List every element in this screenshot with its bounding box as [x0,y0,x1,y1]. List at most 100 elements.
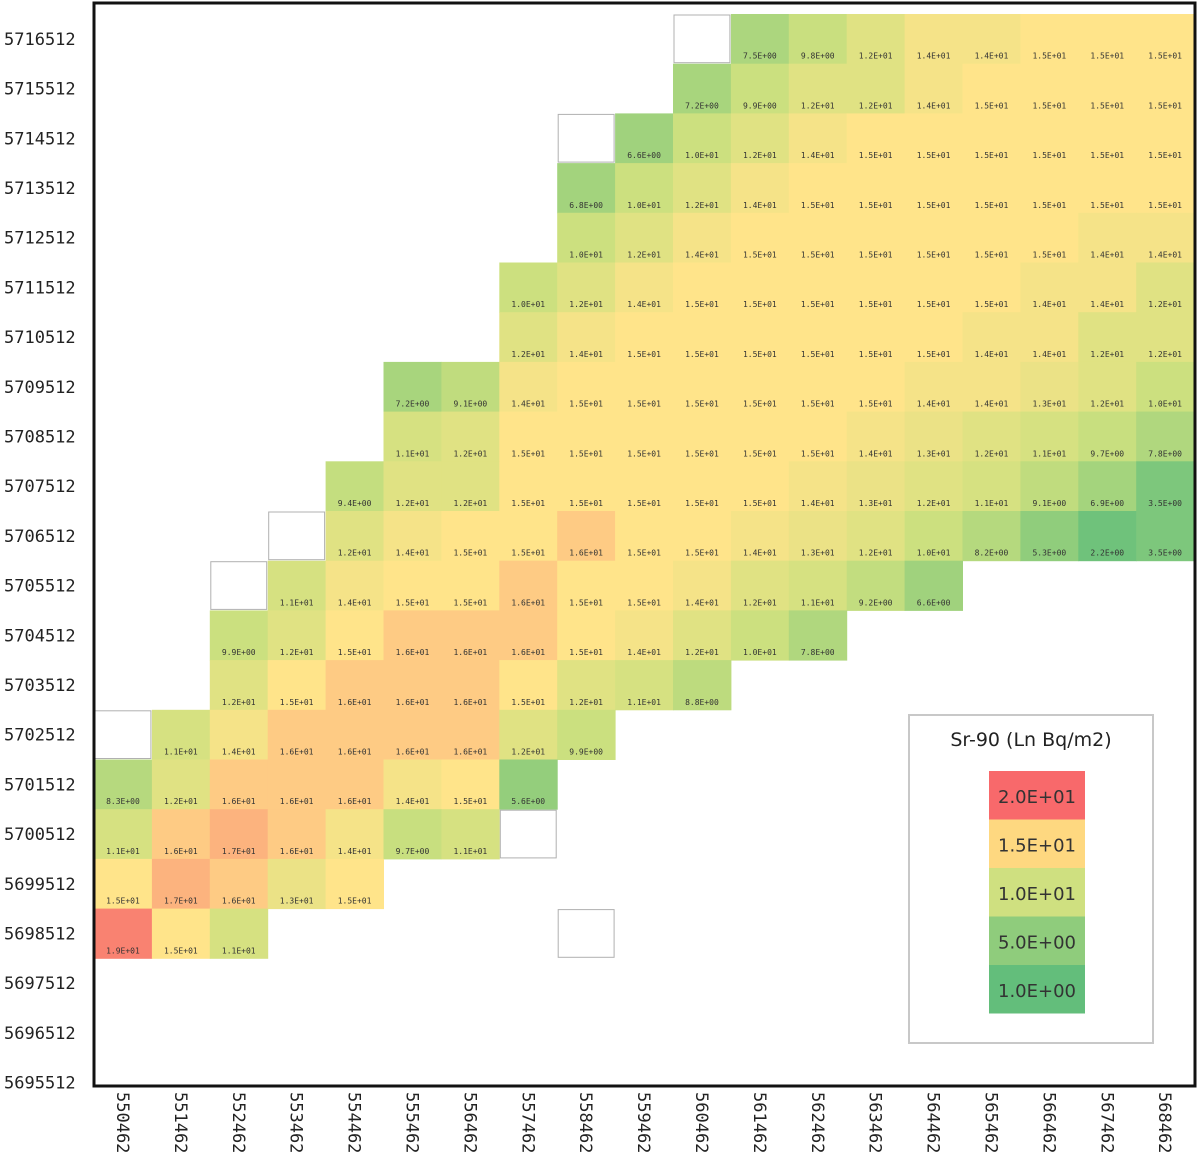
cell-value-label: 1.2E+01 [859,52,893,61]
heatmap-cell [1136,14,1195,65]
heatmap-cell [1020,212,1079,263]
cell-value-label: 1.5E+01 [1090,52,1124,61]
heatmap-cell [615,312,674,363]
heatmap-cell [673,63,732,114]
heatmap-cell [846,312,906,363]
cell-value-label: 1.5E+01 [453,797,487,806]
cell-value-label: 1.1E+01 [453,847,487,856]
cell-value-label: 1.4E+01 [801,499,835,508]
cell-value-label: 1.5E+01 [511,499,545,508]
cell-value-label: 1.9E+01 [106,946,140,955]
heatmap-cell [904,560,963,611]
cell-value-label: 1.5E+01 [801,300,835,309]
heatmap-cell [557,262,616,313]
x-tick-label: 559462 [633,1092,653,1153]
heatmap-cell [1078,361,1137,413]
cell-value-label: 1.4E+01 [1090,300,1124,309]
heatmap-cell [1078,461,1137,512]
cell-value-label: 1.6E+01 [396,748,430,757]
cell-value-label: 1.2E+01 [164,797,198,806]
cell-value-label: 1.3E+01 [1032,400,1066,409]
heatmap-cell [788,361,848,413]
cell-value-label: 1.0E+01 [1148,400,1182,409]
heatmap-cell [1020,411,1079,462]
heatmap-cell [615,361,674,413]
cell-value-label: 1.5E+01 [627,499,661,508]
legend-label: 1.5E+01 [998,836,1076,857]
heatmap-cell [673,262,732,313]
x-tick-label: 551462 [170,1092,190,1153]
heatmap-cell [383,361,442,413]
heatmap-cell [1136,461,1195,512]
heatmap-cell [615,560,674,611]
heatmap-cell [904,163,963,214]
cell-value-label: 1.4E+01 [917,400,951,409]
y-tick-label: 5698512 [4,924,76,944]
heatmap-cell [499,361,558,413]
heatmap-cell [209,660,269,711]
heatmap-cell [151,759,211,810]
heatmap-cell [499,610,558,661]
cell-value-label: 1.5E+01 [511,549,545,558]
heatmap-cell [499,660,558,711]
heatmap-cell [730,312,790,363]
heatmap-cell [209,759,269,810]
cell-value-label: 1.5E+01 [1090,101,1124,110]
heatmap-cell [267,759,327,810]
cell-value-label: 1.6E+01 [511,598,545,607]
cell-value-label: 1.6E+01 [164,847,198,856]
heatmap-cell [615,411,674,462]
cell-value-label: 1.4E+01 [1148,251,1182,260]
cell-value-label: 1.5E+01 [569,499,603,508]
cell-value-label: 1.5E+01 [1032,52,1066,61]
cell-value-label: 1.5E+01 [627,598,661,607]
x-tick-label: 564462 [923,1092,943,1153]
heatmap-cell [383,461,442,512]
legend-swatch [989,965,1085,1014]
heatmap-cell [962,361,1021,413]
heatmap-cell [209,858,269,910]
cell-value-label: 1.4E+01 [975,350,1009,359]
heatmap-cell [1078,63,1137,114]
heatmap-cell [615,610,674,661]
heatmap-cell [325,511,384,562]
cell-value-label: 1.1E+01 [164,748,198,757]
cell-value-label: 1.6E+01 [453,698,487,707]
cell-value-label: 1.2E+01 [685,648,719,657]
cell-value-label: 1.2E+01 [569,300,603,309]
heatmap-cell [730,262,790,313]
cell-value-label: 1.5E+01 [569,449,603,458]
cell-value-label: 1.2E+01 [917,499,951,508]
heatmap-cell [151,858,211,910]
cell-value-label: 1.5E+01 [627,449,661,458]
cell-value-label: 1.2E+01 [627,251,661,260]
heatmap-cell [846,560,906,611]
cell-value-label: 2.2E+00 [1090,549,1124,558]
heatmap-cell [499,560,558,611]
heatmap-cell [209,610,269,661]
cell-value-label: 1.5E+01 [685,350,719,359]
heatmap-cell [325,858,384,910]
legend-title: Sr-90 (Ln Bq/m2) [950,729,1111,751]
cell-value-label: 1.5E+01 [743,251,777,260]
heatmap-cell [788,411,848,462]
cell-value-label: 1.1E+01 [106,847,140,856]
cell-value-label: 9.9E+00 [743,101,777,110]
cell-value-label: 1.4E+01 [338,598,372,607]
cell-value-label: 1.5E+01 [801,400,835,409]
cell-value-label: 1.4E+01 [396,797,430,806]
cell-value-label: 1.2E+01 [1148,300,1182,309]
heatmap-cell [267,560,327,611]
cell-value-label: 1.2E+01 [743,598,777,607]
cell-value-label: 1.5E+01 [1032,201,1066,210]
cell-value-label: 1.4E+01 [685,598,719,607]
cell-value-label: 1.5E+01 [1090,201,1124,210]
heatmap-cell [962,262,1021,313]
x-tick-label: 550462 [112,1092,132,1153]
legend-label: 1.0E+01 [998,884,1076,905]
heatmap-cell [325,759,384,810]
cell-value-label: 1.5E+01 [743,300,777,309]
cell-value-label: 1.5E+01 [1148,151,1182,160]
cell-value-label: 1.6E+01 [338,748,372,757]
heatmap-cell [325,660,384,711]
